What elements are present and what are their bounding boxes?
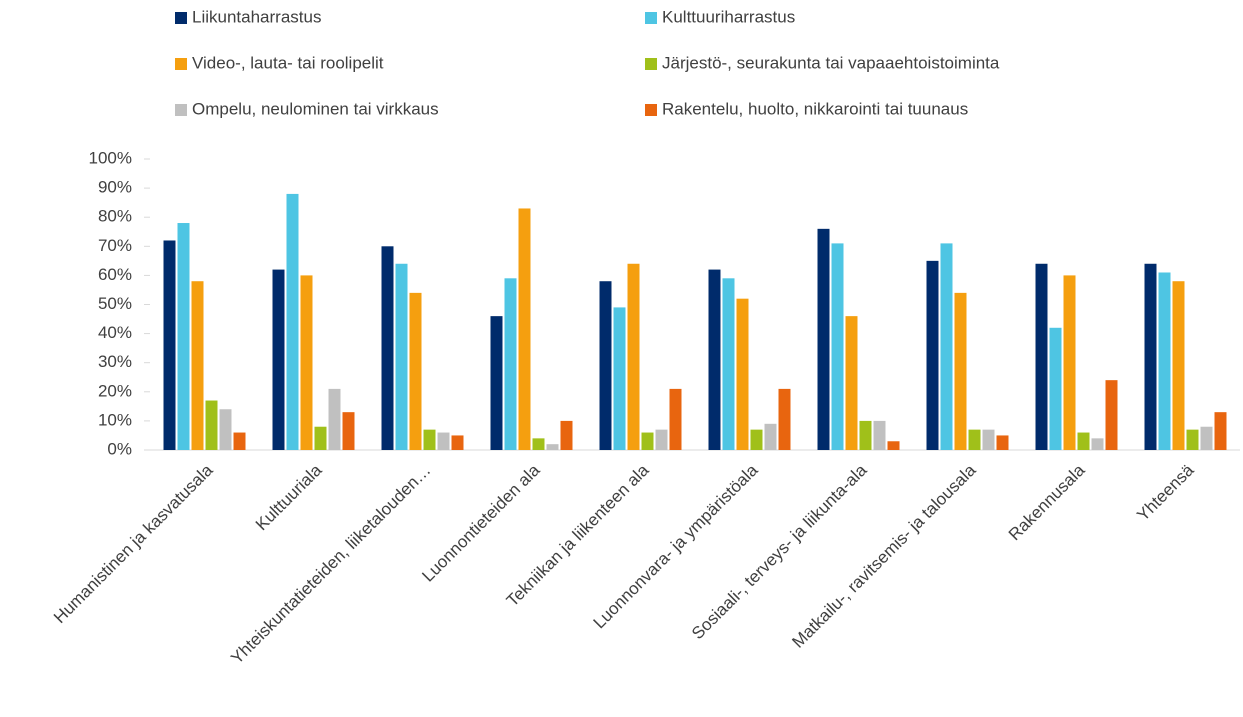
bar: [518, 208, 531, 450]
bar: [381, 246, 394, 450]
legend-swatch: [175, 12, 187, 24]
bar: [669, 388, 682, 450]
bar: [982, 429, 995, 450]
y-tick-label: 100%: [89, 148, 132, 167]
bar: [940, 243, 953, 450]
legend-label: Kulttuuriharrastus: [662, 7, 795, 26]
bar: [845, 316, 858, 450]
bar: [532, 438, 545, 450]
bar: [817, 228, 830, 450]
legend-swatch: [645, 12, 657, 24]
bar: [1200, 426, 1213, 450]
bar: [300, 275, 313, 450]
bar: [286, 193, 299, 451]
bar: [177, 223, 190, 450]
bar: [613, 307, 626, 450]
legend-label: Video-, lauta- tai roolipelit: [192, 53, 384, 72]
legend-swatch: [645, 58, 657, 70]
bar: [1077, 432, 1090, 450]
bar: [1144, 263, 1157, 450]
bar: [205, 400, 218, 450]
bar: [546, 444, 559, 450]
bar: [395, 263, 408, 450]
bar: [1172, 281, 1185, 450]
x-tick-label: Luonnontieteiden ala: [418, 460, 543, 585]
legend-label: Rakentelu, huolto, nikkarointi tai tuuna…: [662, 99, 968, 118]
bar: [560, 420, 573, 450]
legend-swatch: [645, 104, 657, 116]
bar: [1063, 275, 1076, 450]
x-tick-label: Yhteensä: [1133, 460, 1198, 525]
bar: [627, 263, 640, 450]
y-tick-label: 20%: [98, 381, 132, 400]
y-tick-label: 30%: [98, 352, 132, 371]
bar: [437, 432, 450, 450]
x-tick-label: Kulttuuriala: [252, 460, 326, 534]
bar: [954, 292, 967, 450]
bar: [736, 298, 749, 450]
bar: [887, 441, 900, 450]
legend-swatch: [175, 104, 187, 116]
y-tick-label: 90%: [98, 178, 132, 197]
x-tick-label: Humanistinen ja kasvatusala: [50, 460, 217, 627]
bar: [409, 292, 422, 450]
bar: [1158, 272, 1171, 450]
y-tick-label: 50%: [98, 294, 132, 313]
bar: [655, 429, 668, 450]
bar: [342, 412, 355, 450]
legend-swatch: [175, 58, 187, 70]
y-tick-label: 10%: [98, 410, 132, 429]
legend-label: Liikuntaharrastus: [192, 7, 321, 26]
bar: [272, 269, 285, 450]
y-tick-label: 80%: [98, 207, 132, 226]
bar: [599, 281, 612, 450]
bar: [490, 316, 503, 450]
bar: [504, 278, 517, 450]
bar: [750, 429, 763, 450]
bar: [873, 420, 886, 450]
bar: [1186, 429, 1199, 450]
bar: [1091, 438, 1104, 450]
y-tick-label: 60%: [98, 265, 132, 284]
y-tick-label: 70%: [98, 236, 132, 255]
bar: [219, 409, 232, 450]
bar: [831, 243, 844, 450]
legend-label: Ompelu, neulominen tai virkkaus: [192, 99, 439, 118]
bar: [722, 278, 735, 450]
bar: [996, 435, 1009, 450]
bar: [314, 426, 327, 450]
x-tick-label: Sosiaali-, terveys- ja liikunta-ala: [688, 460, 871, 643]
x-tick-label: Rakennusala: [1005, 460, 1089, 544]
bar: [859, 420, 872, 450]
bar: [451, 435, 464, 450]
bar: [778, 388, 791, 450]
bar: [968, 429, 981, 450]
bar: [926, 260, 939, 450]
bar: [191, 281, 204, 450]
legend-label: Järjestö-, seurakunta tai vapaaehtoistoi…: [662, 53, 1000, 72]
bar: [708, 269, 721, 450]
bar: [328, 388, 341, 450]
bar: [1049, 327, 1062, 450]
bar: [764, 423, 777, 450]
bar: [233, 432, 246, 450]
bar: [423, 429, 436, 450]
y-tick-label: 40%: [98, 323, 132, 342]
bar: [163, 240, 176, 450]
y-tick-label: 0%: [107, 439, 132, 458]
bar: [1035, 263, 1048, 450]
bar: [1105, 380, 1118, 450]
x-tick-label: Matkailu-, ravitsemis- ja talousala: [788, 460, 980, 652]
bar: [641, 432, 654, 450]
bar: [1214, 412, 1227, 450]
x-tick-label: Yhteiskuntatieteiden, liiketalouden…: [227, 461, 434, 668]
